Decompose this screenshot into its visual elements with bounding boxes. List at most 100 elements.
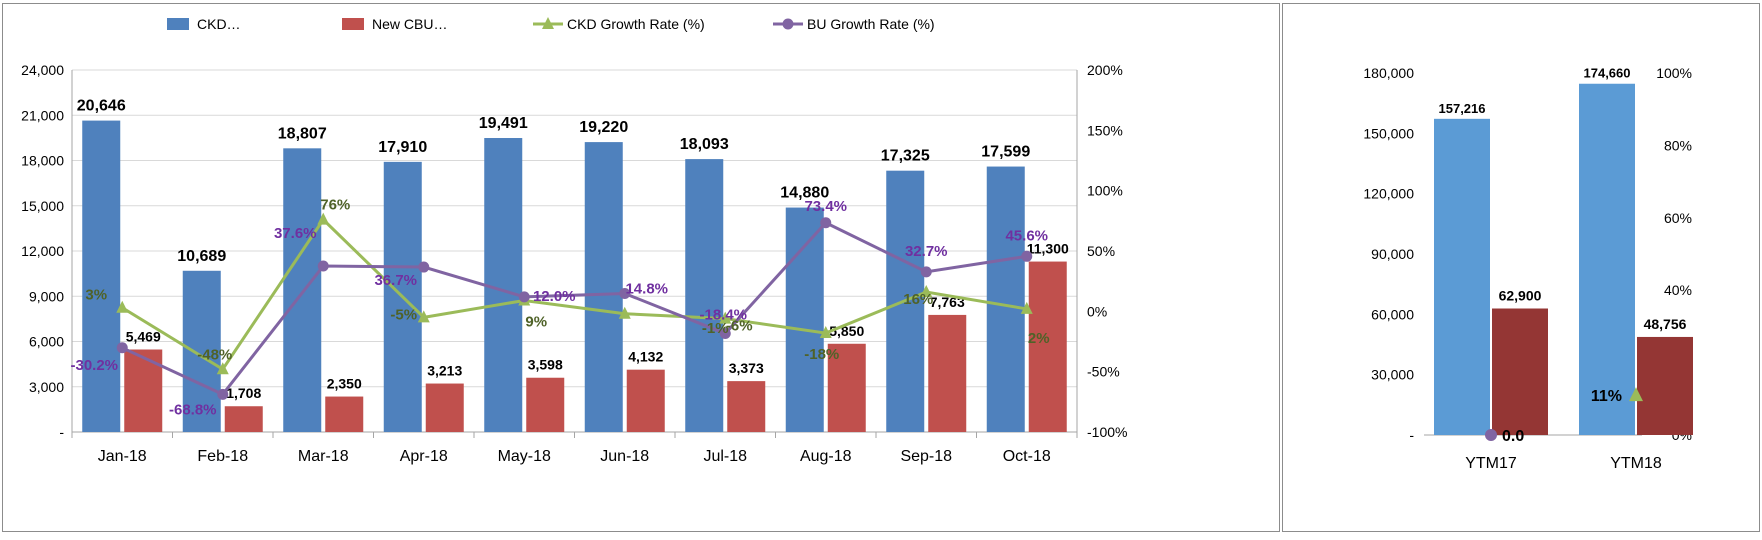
ckd-data-label: 17,599	[981, 144, 1030, 161]
x-tick-label: YTM17	[1465, 455, 1517, 472]
bu-growth-marker	[418, 261, 430, 273]
ckd-data-label: 14,880	[780, 185, 829, 202]
ckd-growth-marker	[1629, 387, 1643, 402]
ckd-bar	[484, 138, 523, 433]
ckd-data-label: 10,689	[177, 248, 226, 265]
cbu-data-label: 2,350	[327, 376, 362, 392]
bu-growth-marker	[217, 388, 229, 400]
ckd-growth-label: 11%	[1591, 388, 1622, 405]
y-left-tick-label: 180,000	[1363, 65, 1414, 81]
legend-marker	[542, 17, 554, 29]
ckd-bar	[584, 142, 623, 432]
ckd-data-label: 157,216	[1439, 101, 1486, 116]
y-left-tick-label: -	[1409, 427, 1414, 443]
cbu-ytm-bar	[1492, 308, 1548, 435]
ckd-growth-marker	[1020, 301, 1033, 314]
y-left-tick-label: 12,000	[21, 243, 64, 259]
cbu-data-label: 62,900	[1499, 288, 1542, 304]
y-left-tick-label: 120,000	[1363, 186, 1414, 202]
y-left-tick-label: 60,000	[1371, 306, 1414, 322]
bu-growth-marker	[1485, 429, 1497, 441]
ckd-growth-label: 2%	[1028, 330, 1050, 347]
bu-growth-marker	[719, 328, 731, 340]
ckd-growth-marker	[116, 300, 129, 313]
ckd-data-label: 17,325	[881, 148, 930, 165]
y-right-tick-label: 100%	[1656, 65, 1692, 81]
bu-growth-label: -68.8%	[169, 401, 217, 418]
bu-growth-label: 14.8%	[625, 280, 668, 297]
bu-growth-marker	[116, 342, 128, 354]
ckd-growth-marker	[417, 310, 430, 323]
y-left-tick-label: 9,000	[29, 288, 64, 304]
bu-growth-label: -30.2%	[70, 357, 118, 374]
ckd-growth-marker	[618, 306, 631, 319]
cbu-data-label: 3,373	[729, 360, 764, 376]
y-right-tick-label: -100%	[1087, 424, 1127, 440]
y-right-tick-label: 0%	[1087, 303, 1107, 319]
ckd-growth-label: -5%	[390, 306, 417, 323]
y-left-tick-label: 3,000	[29, 379, 64, 395]
ckd-bar	[685, 159, 724, 433]
cbu-data-label: 3,598	[528, 357, 563, 373]
cbu-bar	[224, 406, 263, 432]
legend-label: CKD Growth Rate (%)	[567, 16, 705, 32]
cbu-data-label: 11,300	[1027, 241, 1069, 257]
bu-growth-label: 32.7%	[905, 243, 948, 260]
cbu-bar	[425, 383, 464, 432]
ckd-bar	[82, 120, 121, 432]
ckd-growth-marker	[317, 212, 330, 225]
y-right-tick-label: 50%	[1087, 243, 1115, 259]
x-tick-label: May-18	[498, 448, 551, 465]
bu-growth-marker	[518, 291, 530, 303]
ckd-bar	[182, 270, 221, 432]
bu-growth-marker	[1021, 250, 1033, 262]
cbu-bar	[827, 343, 866, 432]
ckd-growth-label: -48%	[197, 346, 232, 363]
bu-growth-label: 36.7%	[374, 272, 417, 289]
bu-growth-label: 12.0%	[533, 288, 576, 305]
y-left-tick-label: 150,000	[1363, 125, 1414, 141]
cbu-data-label: 1,708	[226, 385, 261, 401]
ckd-growth-label: -6%	[726, 318, 753, 335]
ckd-data-label: 19,220	[579, 119, 628, 136]
bu-growth-marker	[920, 266, 932, 278]
bu-growth-label: 73.4%	[804, 198, 847, 215]
cbu-bar	[526, 377, 565, 432]
y-right-tick-label: 40%	[1664, 282, 1692, 298]
ckd-data-label: 174,660	[1584, 66, 1631, 81]
cbu-data-label: 3,213	[427, 363, 462, 379]
legend-label: BU Growth Rate (%)	[807, 16, 935, 32]
y-left-tick-label: 24,000	[21, 62, 64, 78]
cbu-bar	[124, 349, 163, 432]
y-right-tick-label: 150%	[1087, 122, 1123, 138]
bu-growth-marker	[619, 287, 631, 299]
y-right-tick-label: 80%	[1664, 137, 1692, 153]
cbu-bar	[727, 381, 766, 432]
x-tick-label: YTM18	[1610, 455, 1662, 472]
x-tick-label: Sep-18	[900, 448, 952, 465]
ytm-sales-chart: - 30,000 60,000 90,000 120,000 150,000 180,000…	[1363, 65, 1693, 472]
ckd-bar	[986, 166, 1025, 433]
legend-label: CKD…	[197, 16, 241, 32]
y-right-tick-label: 60%	[1664, 210, 1692, 226]
y-left-tick-label: 30,000	[1371, 367, 1414, 383]
bu-growth-label: 45.6%	[1005, 227, 1048, 244]
y-left-tick-label: 6,000	[29, 334, 64, 350]
ckd-growth-marker	[819, 326, 832, 339]
x-tick-label: Aug-18	[800, 448, 852, 465]
legend-swatch	[342, 18, 364, 30]
cbu-data-label: 5,469	[126, 329, 161, 345]
bu-growth-marker	[820, 217, 832, 229]
cbu-data-label: 4,132	[628, 349, 663, 365]
monthly-chart-panel	[2, 3, 1280, 532]
ckd-growth-line	[121, 217, 1027, 372]
ckd-ytm-bar	[1579, 83, 1635, 436]
ckd-data-label: 18,093	[680, 136, 729, 153]
ckd-growth-label: 3%	[85, 287, 107, 304]
ckd-ytm-bar	[1434, 118, 1490, 435]
y-left-tick-label: 18,000	[21, 153, 64, 169]
cbu-ytm-bar	[1637, 336, 1693, 435]
bu-growth-label: 37.6%	[274, 225, 317, 242]
bu-growth-marker	[317, 260, 329, 272]
y-left-tick-label: 90,000	[1371, 246, 1414, 262]
